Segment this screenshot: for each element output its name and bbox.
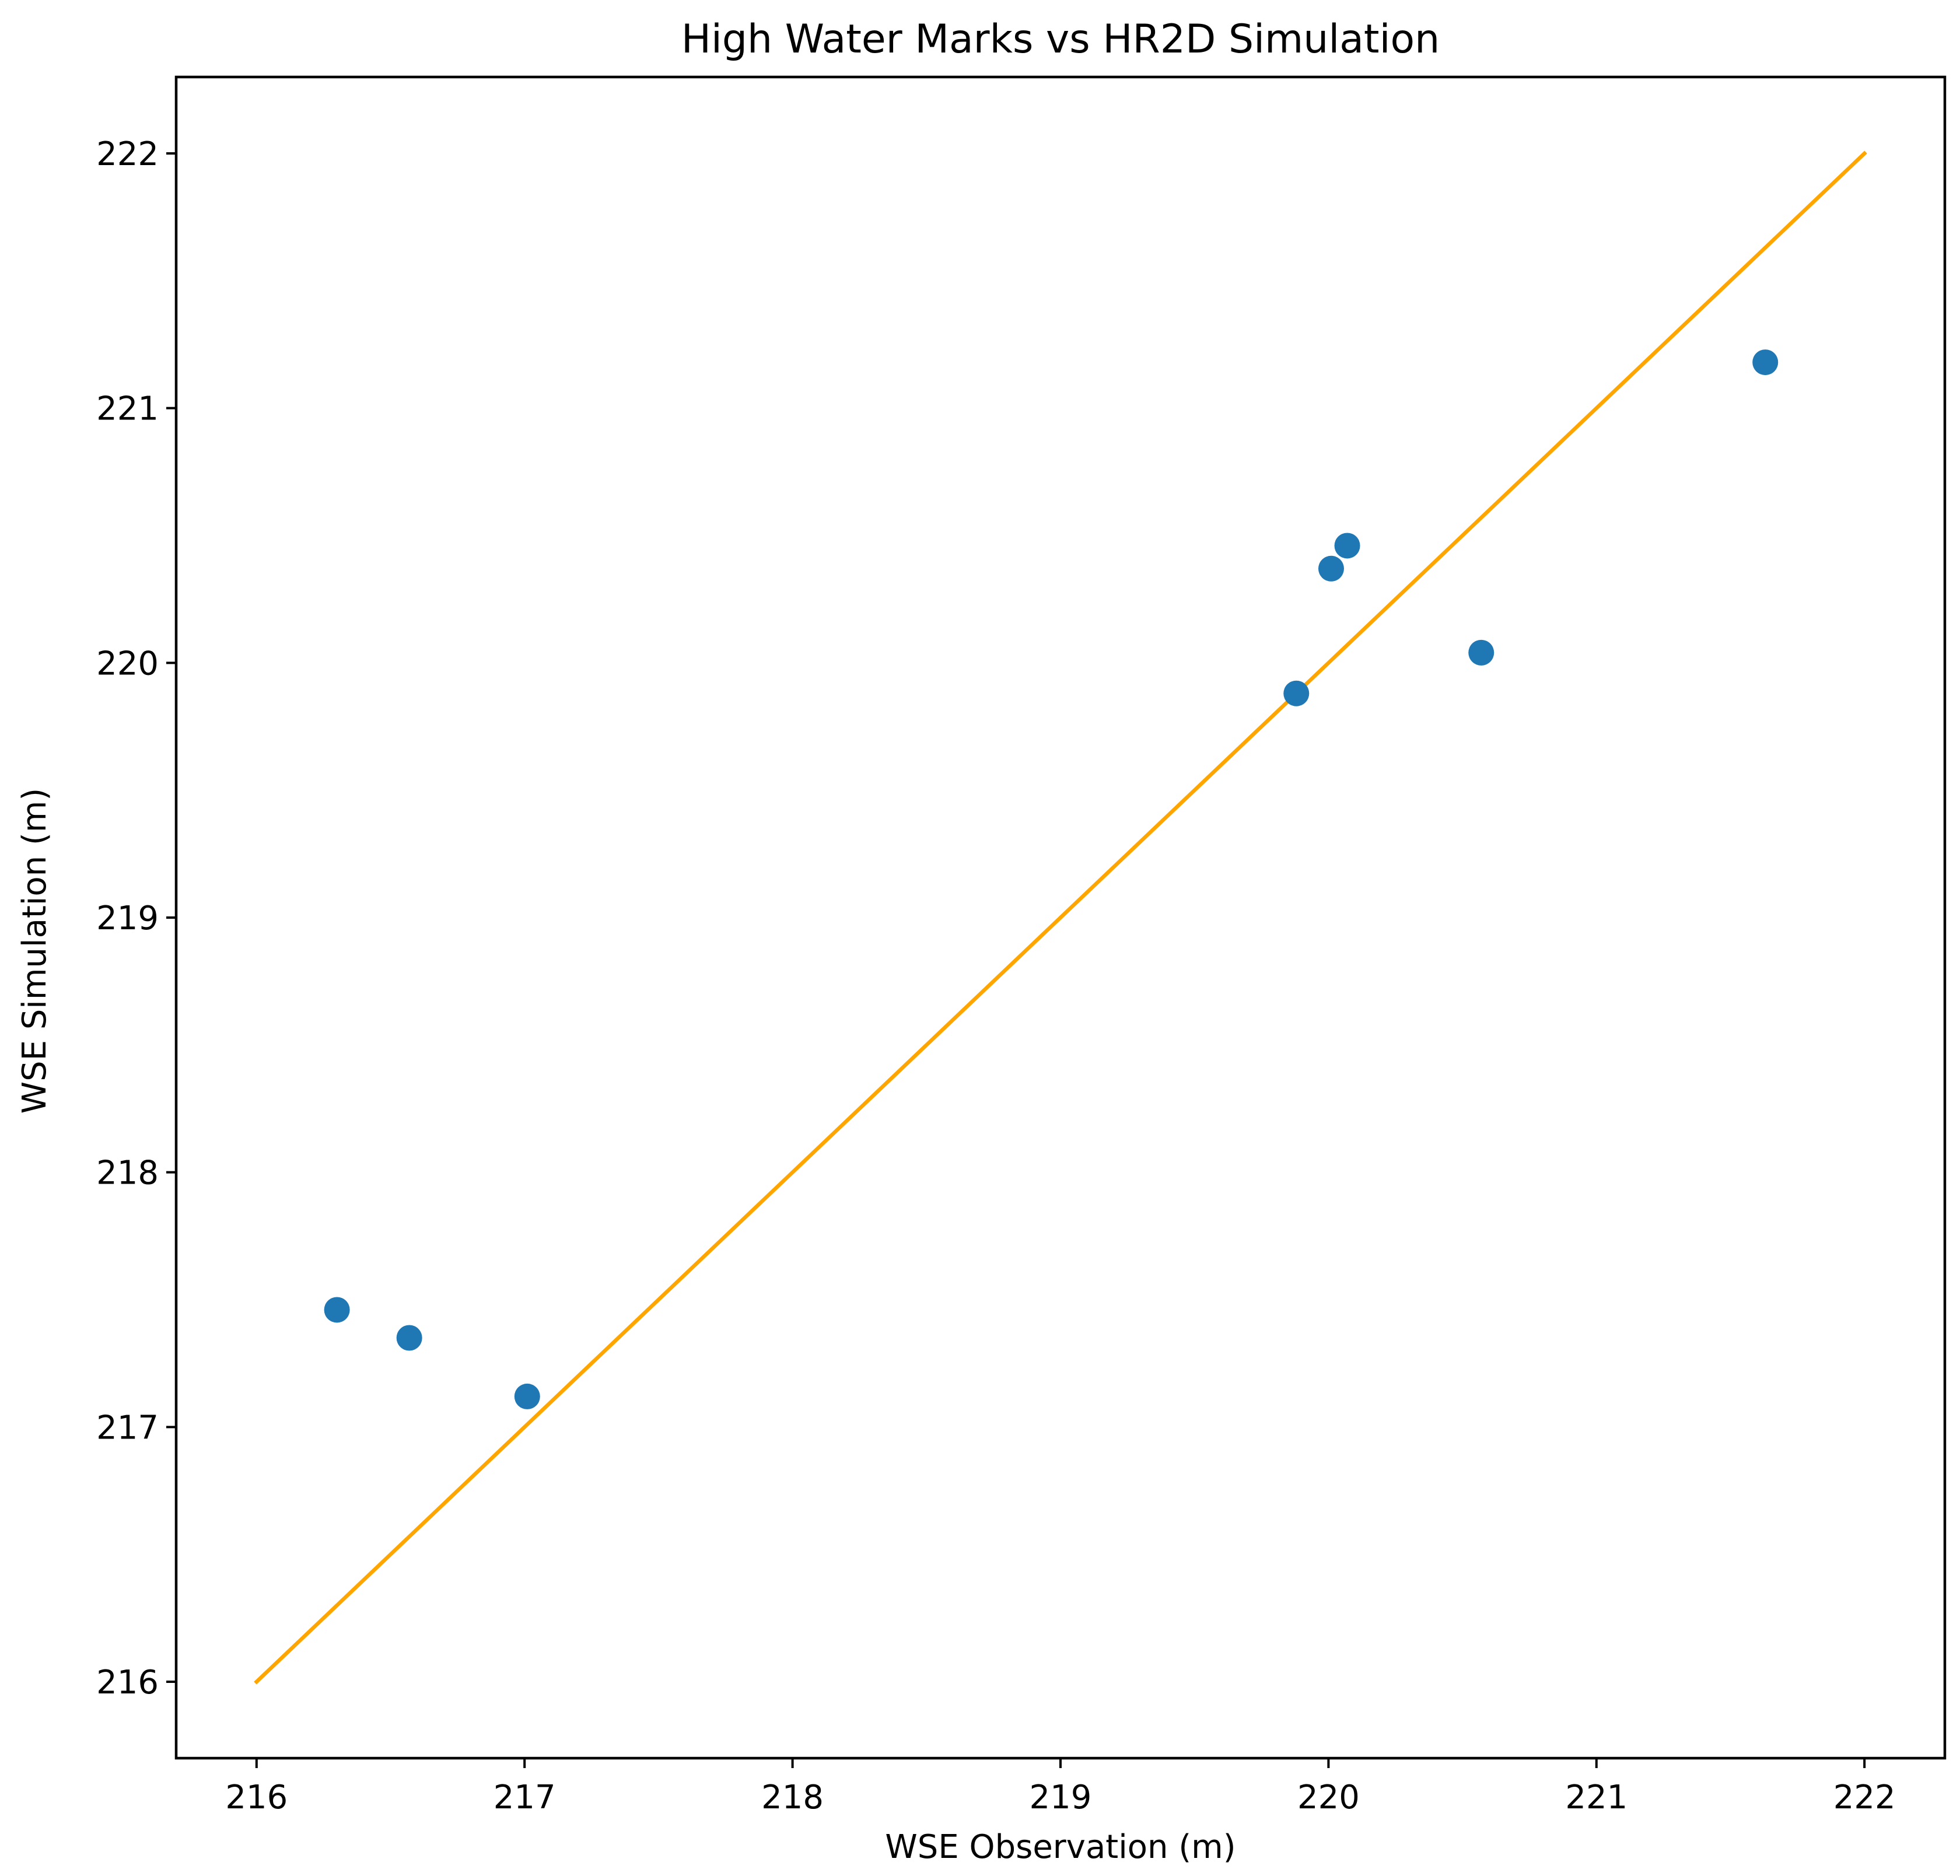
chart-title: High Water Marks vs HR2D Simulation [681,16,1440,62]
y-tick-label-222: 222 [96,135,159,173]
x-tick-label-220: 220 [1297,1779,1360,1817]
data-point-7 [1468,639,1494,666]
reference-line [254,150,1867,1685]
x-tick-label-222: 222 [1833,1779,1896,1817]
x-tick-label-221: 221 [1565,1779,1628,1817]
y-tick-label-219: 219 [96,900,159,937]
data-point-5 [1318,555,1344,582]
y-tick-label-216: 216 [96,1664,159,1702]
y-tick-label-221: 221 [96,390,159,428]
plot-area: 216 217 218 219 220 221 222 216 217 218 219 220 221 2… [96,75,1947,1817]
x-axis-label: WSE Observation (m) [885,1828,1236,1866]
y-tick-label-220: 220 [96,645,159,682]
data-point-1 [324,1297,350,1323]
y-tick-label-218: 218 [96,1154,159,1192]
y-axis-label: WSE Simulation (m) [16,788,54,1114]
data-point-3 [514,1383,540,1409]
x-tick-label-218: 218 [761,1779,824,1817]
data-point-4 [1283,680,1310,706]
x-tick-label-219: 219 [1030,1779,1092,1817]
x-tick-label-216: 216 [225,1779,288,1817]
data-point-8 [1752,349,1779,376]
x-tick-label-217: 217 [494,1779,556,1817]
data-point-6 [1334,533,1360,559]
y-tick-label-217: 217 [96,1409,159,1447]
data-point-2 [396,1325,422,1351]
